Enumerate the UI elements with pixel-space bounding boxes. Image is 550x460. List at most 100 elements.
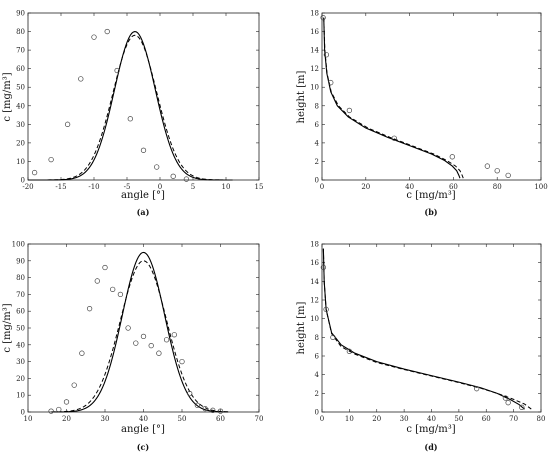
y-tick-label: 60 — [16, 308, 25, 316]
x-tick-label: 60 — [216, 415, 225, 423]
solid-curve — [51, 251, 229, 413]
data-point — [64, 121, 71, 127]
x-tick-label: 10 — [222, 183, 231, 191]
x-tick-label: 80 — [537, 415, 546, 423]
y-tick-label: 20 — [16, 139, 25, 147]
x-ticks-c: 10 20 30 40 50 60 70 — [24, 244, 264, 423]
y-tick-label: 80 — [16, 274, 25, 282]
x-tick-label: -5 — [124, 183, 131, 191]
points-c — [48, 264, 224, 414]
solid-curve — [28, 31, 233, 181]
x-tick-label: 70 — [509, 415, 518, 423]
data-point — [133, 340, 139, 346]
data-point — [484, 163, 490, 169]
data-point — [494, 168, 500, 174]
points-b — [320, 14, 511, 179]
caption-a: (a) — [137, 207, 150, 217]
y-tick-label: 90 — [16, 257, 25, 265]
data-point — [330, 334, 336, 340]
plot-frame-c — [27, 243, 260, 413]
data-point — [346, 107, 353, 114]
dashed-curve — [51, 260, 229, 413]
x-tick-label: 60 — [449, 183, 458, 191]
y-ticks-c: 0 10 20 30 40 50 60 70 80 90 100 — [12, 241, 259, 417]
data-point — [102, 264, 108, 271]
y-tick-label: 4 — [315, 371, 320, 379]
panel-d: 0 10 20 30 40 50 60 70 80 0 2 4 6 8 10 12 14 16 18 c [mg/… — [296, 241, 545, 453]
y-tick-label: 70 — [16, 47, 25, 55]
y-axis-label-c: c [mg/m³] — [2, 303, 13, 352]
y-tick-label: 8 — [315, 102, 319, 110]
x-tick-label: 100 — [534, 183, 547, 191]
y-axis-label-a: c [mg/m³] — [2, 72, 13, 121]
panel-a: -20 -15 -10 -5 0 5 10 15 0 10 20 30 40 50 60 70 80 90 an… — [2, 10, 263, 218]
data-point — [104, 28, 110, 35]
y-tick-label: 12 — [310, 65, 319, 73]
data-point — [140, 147, 147, 153]
x-tick-label: 10 — [345, 415, 354, 423]
data-point — [154, 164, 160, 170]
y-tick-label: 10 — [310, 315, 319, 323]
y-axis-label-b: height [m] — [296, 70, 307, 123]
data-point — [110, 286, 116, 293]
caption-d: (d) — [424, 442, 437, 452]
y-tick-label: 0 — [315, 177, 319, 185]
y-tick-label: 2 — [315, 158, 319, 166]
data-point — [505, 400, 511, 406]
x-tick-label: 30 — [400, 415, 409, 423]
x-axis-label-c: angle [°] — [121, 424, 165, 435]
x-tick-label: 70 — [255, 415, 264, 423]
x-tick-label: -15 — [55, 183, 66, 191]
x-tick-label: 0 — [320, 415, 324, 423]
caption-c: (c) — [137, 442, 150, 452]
y-tick-label: 0 — [21, 409, 25, 417]
y-tick-label: 90 — [16, 10, 25, 18]
x-tick-label: 40 — [427, 415, 436, 423]
data-point — [91, 34, 97, 40]
x-tick-label: 0 — [158, 183, 162, 191]
data-point — [320, 264, 327, 270]
data-point — [502, 395, 509, 401]
caption-b: (b) — [424, 207, 437, 217]
y-tick-label: 2 — [315, 390, 319, 398]
y-tick-label: 6 — [315, 353, 320, 361]
x-tick-label: 30 — [101, 415, 110, 423]
y-tick-label: 12 — [310, 297, 319, 305]
x-tick-label: 50 — [454, 415, 463, 423]
y-ticks-a: 0 10 20 30 40 50 60 70 80 90 — [16, 10, 259, 185]
data-point — [94, 278, 100, 284]
y-tick-label: 14 — [310, 278, 319, 286]
x-tick-label: 20 — [372, 415, 381, 423]
data-point — [391, 135, 397, 141]
plot-frame-b — [321, 12, 542, 181]
data-point — [127, 116, 133, 122]
data-point — [519, 404, 525, 410]
x-tick-label: 60 — [482, 415, 491, 423]
data-point — [328, 79, 334, 86]
data-point — [48, 408, 54, 414]
y-tick-label: 16 — [310, 28, 319, 36]
data-point — [171, 332, 177, 338]
data-point — [179, 358, 185, 365]
y-tick-label: 6 — [315, 121, 320, 129]
data-point — [148, 342, 154, 349]
y-tick-label: 60 — [16, 65, 25, 73]
x-tick-label: 80 — [493, 183, 502, 191]
data-point — [48, 156, 54, 163]
y-tick-label: 14 — [310, 47, 319, 55]
data-point — [187, 390, 193, 397]
y-tick-label: 10 — [16, 158, 25, 166]
plot-frame-d — [321, 243, 542, 413]
data-point — [114, 67, 120, 74]
y-tick-label: 8 — [315, 334, 319, 342]
y-ticks-b: 0 2 4 6 8 10 12 14 16 18 — [310, 10, 541, 185]
data-point — [31, 169, 38, 176]
data-point — [505, 172, 511, 179]
y-tick-label: 30 — [16, 121, 25, 129]
y-tick-label: 30 — [16, 358, 25, 366]
y-tick-label: 10 — [310, 84, 319, 92]
x-ticks-d: 0 10 20 30 40 50 60 70 80 — [320, 244, 546, 423]
x-tick-label: 0 — [320, 183, 324, 191]
